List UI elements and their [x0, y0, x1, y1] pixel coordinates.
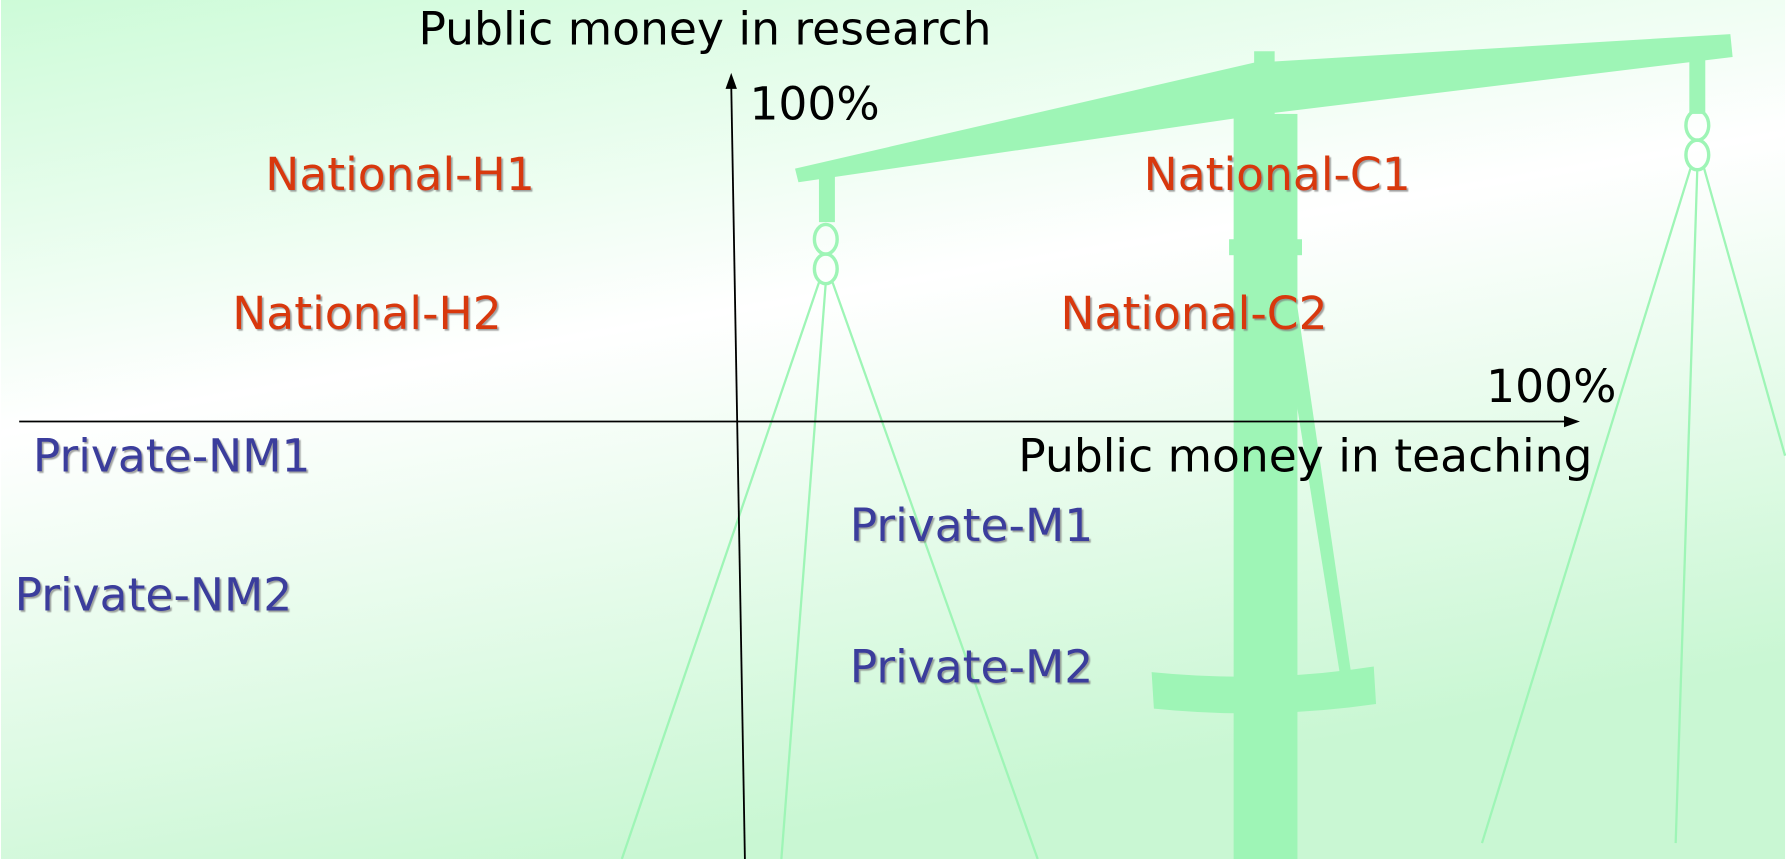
y-axis-arrow: [725, 72, 737, 89]
y-axis-max-label: 100%: [749, 78, 879, 131]
quadrant-label: National-C1: [1144, 148, 1411, 201]
quadrant-label: National-H1: [265, 148, 535, 201]
x-axis-max-label: 100%: [1486, 360, 1616, 413]
quadrant-label: National-C2: [1060, 287, 1327, 340]
y-axis: [730, 84, 746, 859]
quadrant-label: Private-M2: [850, 640, 1094, 693]
scale-illustration: [620, 34, 1786, 859]
quadrant-labels: National-H1 National-H2 National-C1 Nati…: [15, 148, 1411, 693]
quadrant-label: Private-M1: [850, 499, 1094, 552]
x-axis-arrow: [1564, 415, 1580, 428]
quadrant-label: National-H2: [232, 287, 502, 340]
x-axis-label: Public money in teaching: [1018, 430, 1592, 483]
y-axis-label: Public money in research: [418, 2, 991, 55]
quadrant-label: Private-NM1: [33, 430, 311, 483]
quadrant-label: Private-NM2: [15, 569, 293, 622]
axes: [19, 72, 1580, 859]
